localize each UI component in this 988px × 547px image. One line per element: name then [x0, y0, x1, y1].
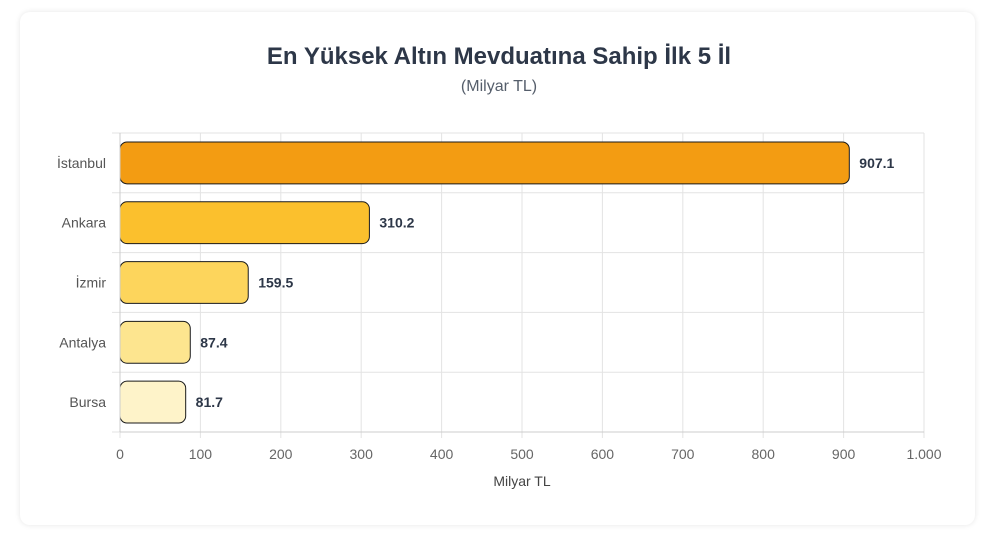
y-category-label: Ankara	[62, 215, 107, 231]
x-tick-label: 200	[269, 446, 293, 462]
x-tick-label: 400	[430, 446, 454, 462]
data-label: 81.7	[196, 394, 223, 410]
y-category-label: Bursa	[69, 394, 106, 410]
x-tick-label: 800	[752, 446, 776, 462]
bar	[119, 320, 191, 364]
axis-layer: 0 100 200 300 400 500 600 700 800 900 1.000 İstanbu…	[57, 133, 942, 489]
chart-subtitle: (Milyar TL)	[460, 78, 538, 95]
data-label: 310.2	[379, 215, 414, 231]
x-tick-label: 1.000	[906, 446, 941, 462]
bar	[119, 201, 370, 245]
x-axis-title: Milyar TL	[493, 473, 551, 489]
x-tick-label: 500	[510, 446, 534, 462]
x-tick-label: 0	[116, 446, 124, 462]
x-tick-label: 600	[591, 446, 615, 462]
data-label: 87.4	[200, 334, 227, 350]
y-category-label: İzmir	[76, 274, 107, 291]
x-tick-label: 100	[189, 446, 213, 462]
bar	[119, 141, 850, 185]
label-layer: 907.1 310.2 159.5 87.4 81.7	[196, 155, 895, 410]
chart-title: En Yüksek Altın Mevduatına Sahip İlk 5 İ…	[266, 43, 732, 70]
bar	[119, 261, 249, 304]
x-tick-label: 300	[350, 446, 374, 462]
x-tick-label: 900	[832, 446, 856, 462]
y-category-label: Antalya	[59, 334, 106, 350]
y-category-label: İstanbul	[57, 154, 106, 171]
bar	[119, 380, 187, 424]
data-label: 907.1	[859, 155, 894, 171]
data-label: 159.5	[258, 275, 293, 291]
bar-layer	[119, 141, 850, 424]
x-tick-label: 700	[671, 446, 695, 462]
